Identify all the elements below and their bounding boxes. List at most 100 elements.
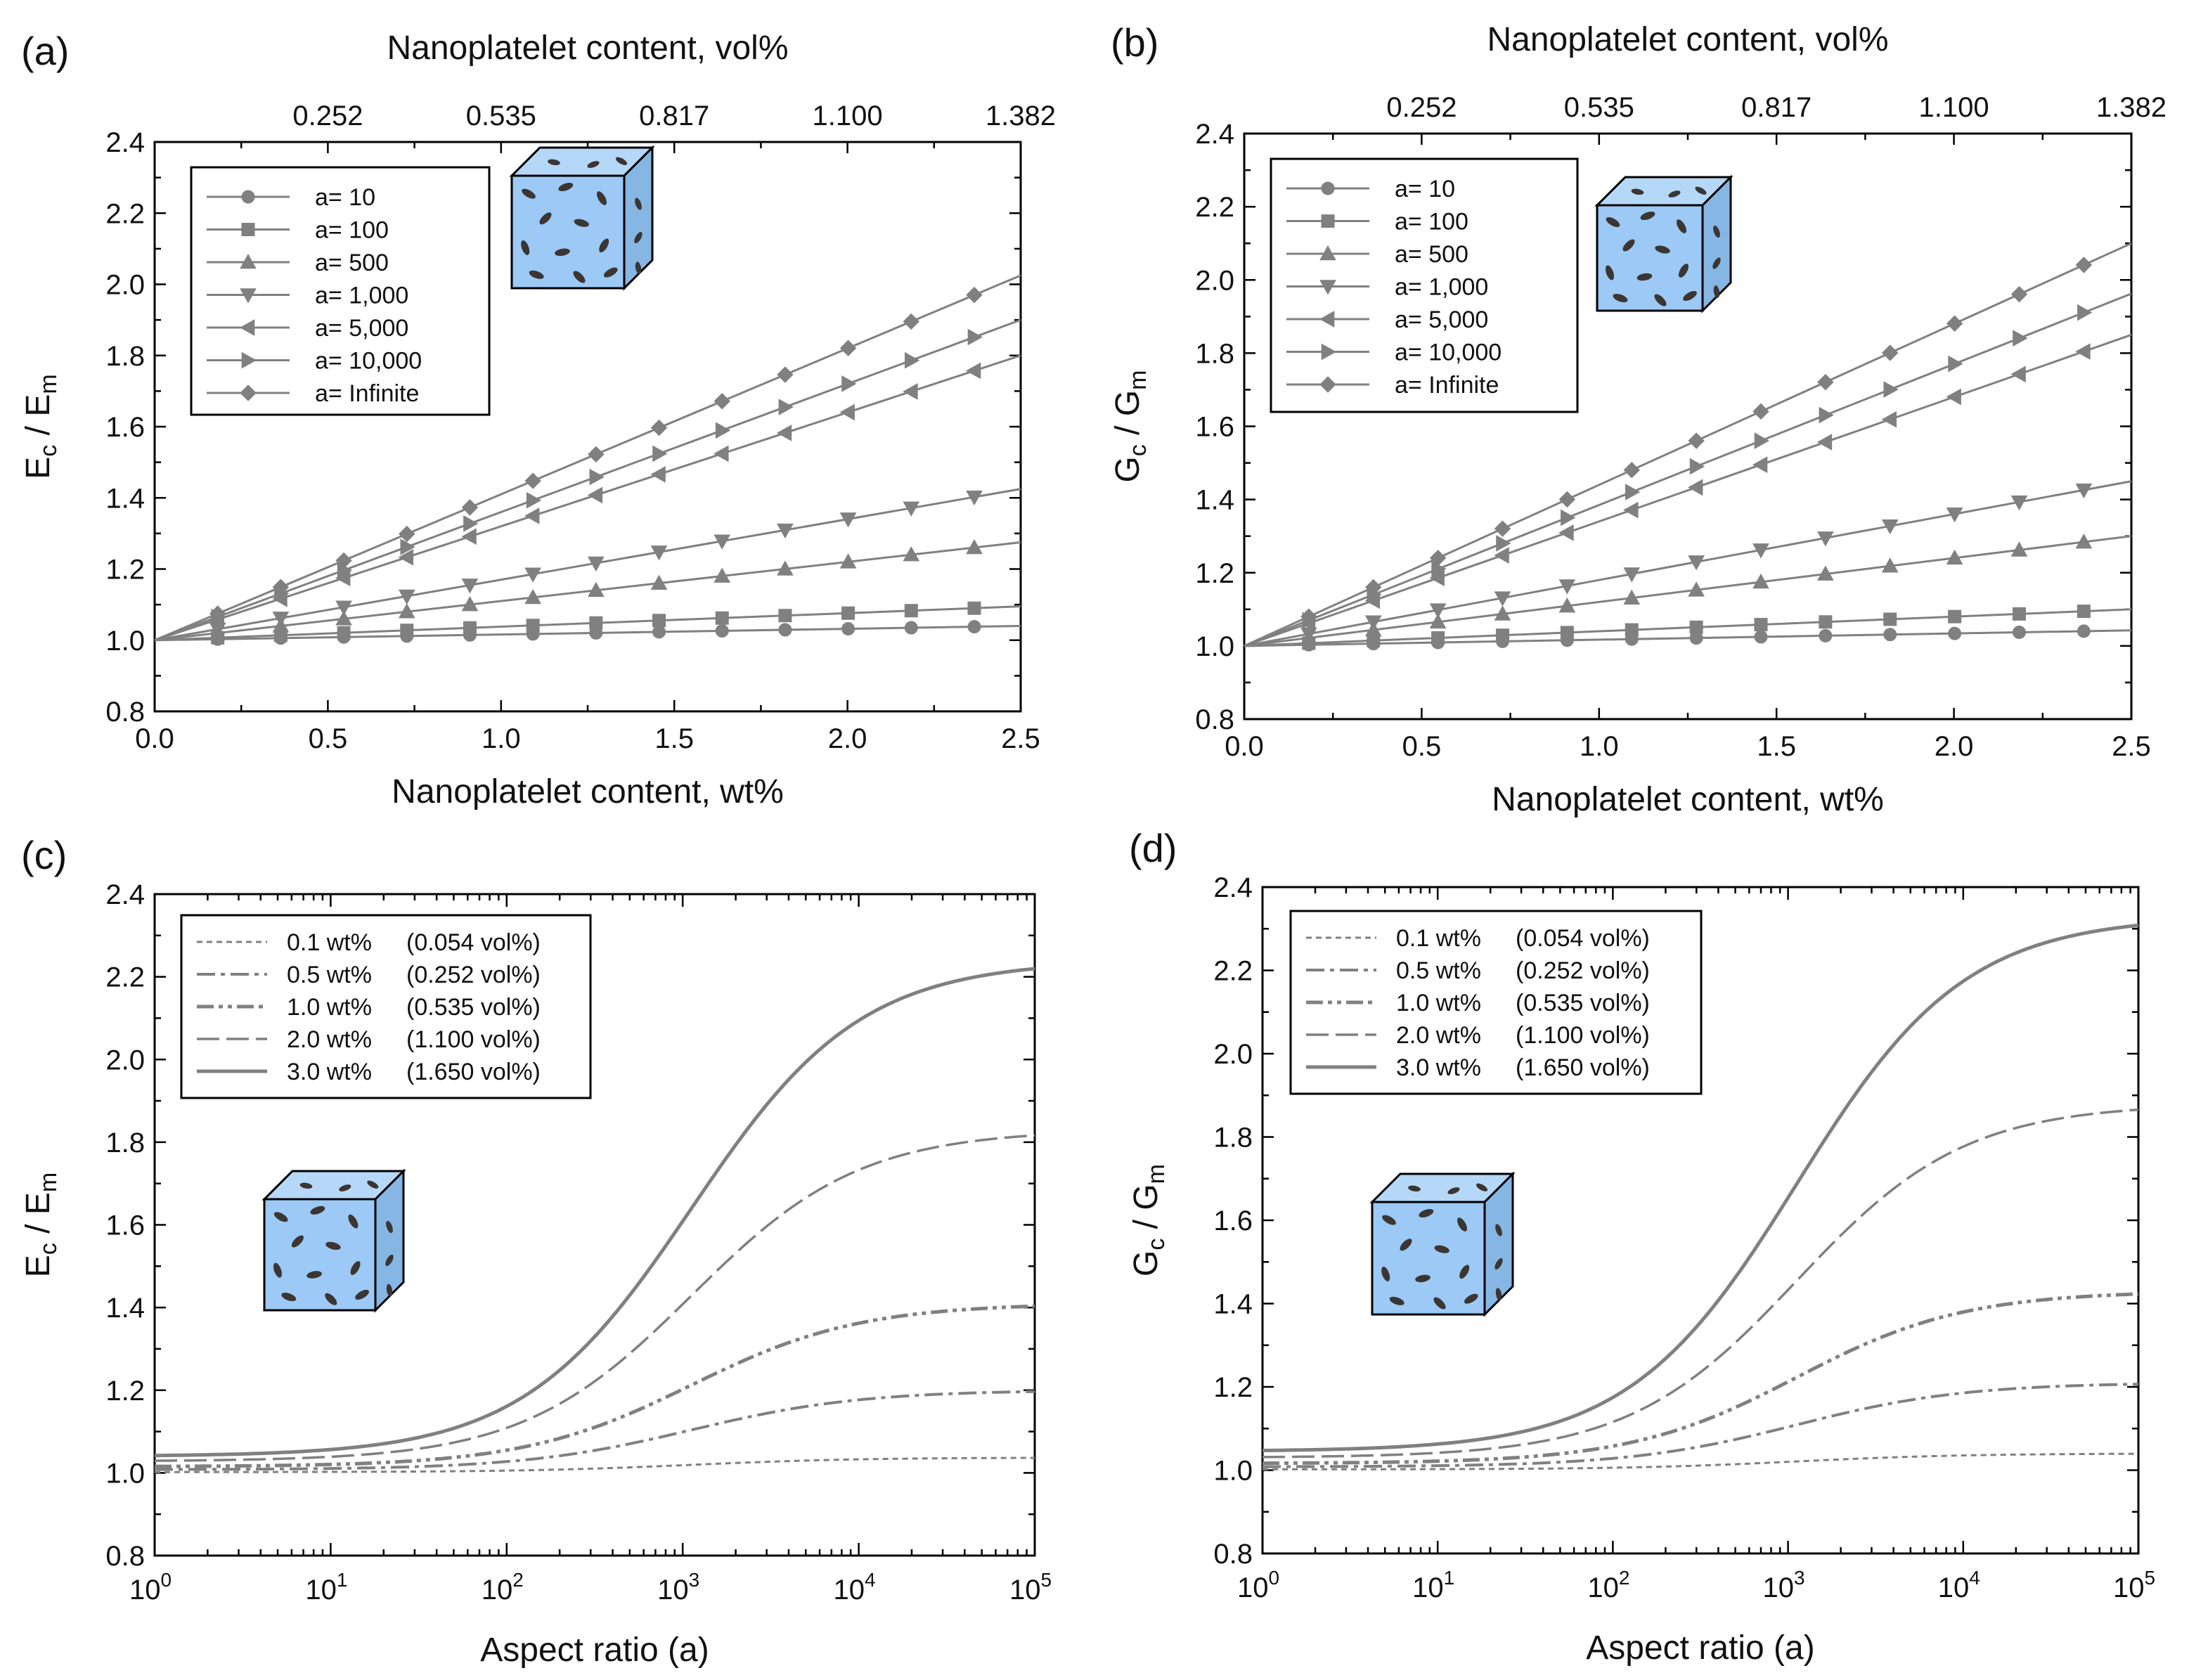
platelet <box>281 1293 297 1302</box>
data-point <box>1946 388 1961 406</box>
data-point <box>1754 432 1770 449</box>
series-line <box>1244 242 2132 647</box>
x2-tick-label: 1.100 <box>1919 92 1989 123</box>
data-point <box>1754 618 1768 632</box>
legend-marker <box>241 223 255 236</box>
data-point <box>463 621 477 635</box>
panel-d: (d)0.81.01.21.41.61.82.02.22.4Gc / Gm100… <box>1128 826 2155 1667</box>
data-point <box>2075 257 2093 273</box>
legend-label: a= 10 <box>1395 176 1455 202</box>
data-point <box>1883 612 1897 626</box>
legend-vol-label: (0.535 vol%) <box>1516 990 1650 1016</box>
legend-vol-label: (0.252 vol%) <box>406 962 541 988</box>
x2-axis-label: Nanoplatelet content, vol% <box>1487 21 1888 58</box>
y-tick-label: 1.2 <box>1213 1372 1253 1403</box>
y-axis-label-part: c <box>1143 1239 1170 1251</box>
platelet <box>597 191 607 205</box>
y-axis-label-part: E <box>20 457 57 479</box>
platelet <box>1459 1265 1470 1279</box>
x2-tick-label: 0.252 <box>1386 92 1457 123</box>
panel-label: (d) <box>1129 826 1177 870</box>
data-point <box>1431 631 1445 645</box>
legend-marker <box>1319 280 1336 295</box>
y-tick-label: 0.8 <box>1213 1539 1253 1570</box>
data-point <box>1688 432 1705 449</box>
data-point <box>1364 615 1382 631</box>
y-tick-label: 1.8 <box>105 341 145 372</box>
legend: a= 10 a= 100 a= 500 a= 1,000 a= 5,000 a= 10,0… <box>190 166 491 416</box>
legend: 0.1 wt% (0.054 vol%) 0.5 wt% (0.252 vol%) 1.… <box>180 914 592 1099</box>
platelet <box>555 248 570 257</box>
data-point <box>1560 626 1574 640</box>
cube-illustration <box>1594 174 1733 314</box>
legend-box <box>190 166 491 416</box>
data-point <box>1494 520 1511 537</box>
data-point <box>1754 630 1768 644</box>
data-point <box>524 507 540 524</box>
legend-label: 3.0 wt% <box>287 1059 372 1085</box>
series-line-2 <box>1263 1292 2139 1466</box>
y-axis-label-part: G <box>1128 1251 1165 1277</box>
x-tick-exponent: 4 <box>865 1569 876 1591</box>
platelet <box>1636 273 1653 281</box>
legend-label: 1.0 wt% <box>1396 990 1481 1016</box>
legend-label: 2.0 wt% <box>1396 1022 1481 1049</box>
x-tick-label: 102 <box>482 1569 524 1605</box>
data-point <box>589 616 603 630</box>
data-point <box>2010 495 2028 511</box>
data-point <box>1561 509 1576 526</box>
data-point <box>1689 458 1705 475</box>
panel-a: (a) 0.8 1.0 1.2 1.4 1.6 1.8 2.0 2.2 2.4 Ec / Em 0.0… <box>20 29 1056 810</box>
data-point <box>1817 373 1834 391</box>
platelet <box>273 1212 288 1222</box>
legend-label: a= 500 <box>315 250 389 276</box>
y-tick-label: 1.6 <box>105 1210 145 1241</box>
legend-marker <box>1321 214 1335 228</box>
series-line <box>1244 292 2132 647</box>
x2-tick-label: 0.252 <box>292 101 363 131</box>
data-point <box>1881 411 1897 428</box>
data-point <box>2077 605 2091 619</box>
x-tick-exponent: 4 <box>1969 1567 1980 1589</box>
platelet <box>1654 294 1667 306</box>
platelet <box>529 270 544 279</box>
y-tick-label: 1.4 <box>105 483 145 514</box>
data-point <box>652 445 668 463</box>
series-3 <box>154 488 1021 642</box>
platelet <box>1433 1297 1446 1310</box>
legend-marker <box>1319 311 1335 328</box>
series-2 <box>1244 534 2132 647</box>
x-tick-base: 10 <box>305 1575 337 1605</box>
platelet <box>1677 219 1686 233</box>
x-tick-label: 2.5 <box>1001 723 1040 754</box>
panels-layer: (a)0.81.01.21.41.61.82.02.22.4Ec / Em0.0… <box>20 20 2167 1669</box>
series-line-0 <box>1263 1452 2138 1471</box>
legend-label: a= 100 <box>1395 209 1468 235</box>
data-point <box>272 579 290 595</box>
data-point <box>903 313 919 330</box>
series-4 <box>154 354 1021 642</box>
data-point <box>713 445 729 463</box>
data-point <box>778 399 794 415</box>
series-line-4 <box>1262 923 2139 1452</box>
series-line-1 <box>1262 1383 2139 1468</box>
data-point <box>839 340 857 356</box>
platelet <box>367 1180 379 1189</box>
legend-label: 0.5 wt% <box>287 962 372 988</box>
data-point <box>1752 456 1768 473</box>
data-point <box>1817 565 1834 581</box>
data-point <box>715 611 729 625</box>
legend-label: a= 1,000 <box>315 283 408 309</box>
data-point <box>778 623 792 637</box>
platelet <box>587 161 600 168</box>
y-axis-label: Ec / Em <box>20 374 62 479</box>
y-tick-label: 1.0 <box>105 626 145 657</box>
legend-label: 0.1 wt% <box>1396 925 1481 952</box>
legend-vol-label: (1.650 vol%) <box>1516 1054 1650 1081</box>
platelet <box>1655 245 1670 254</box>
data-point <box>461 499 479 516</box>
x-tick-label: 0.5 <box>309 723 348 754</box>
platelet <box>1495 1224 1502 1236</box>
y-tick-label: 1.8 <box>105 1127 145 1158</box>
panel-label: (a) <box>21 29 69 73</box>
